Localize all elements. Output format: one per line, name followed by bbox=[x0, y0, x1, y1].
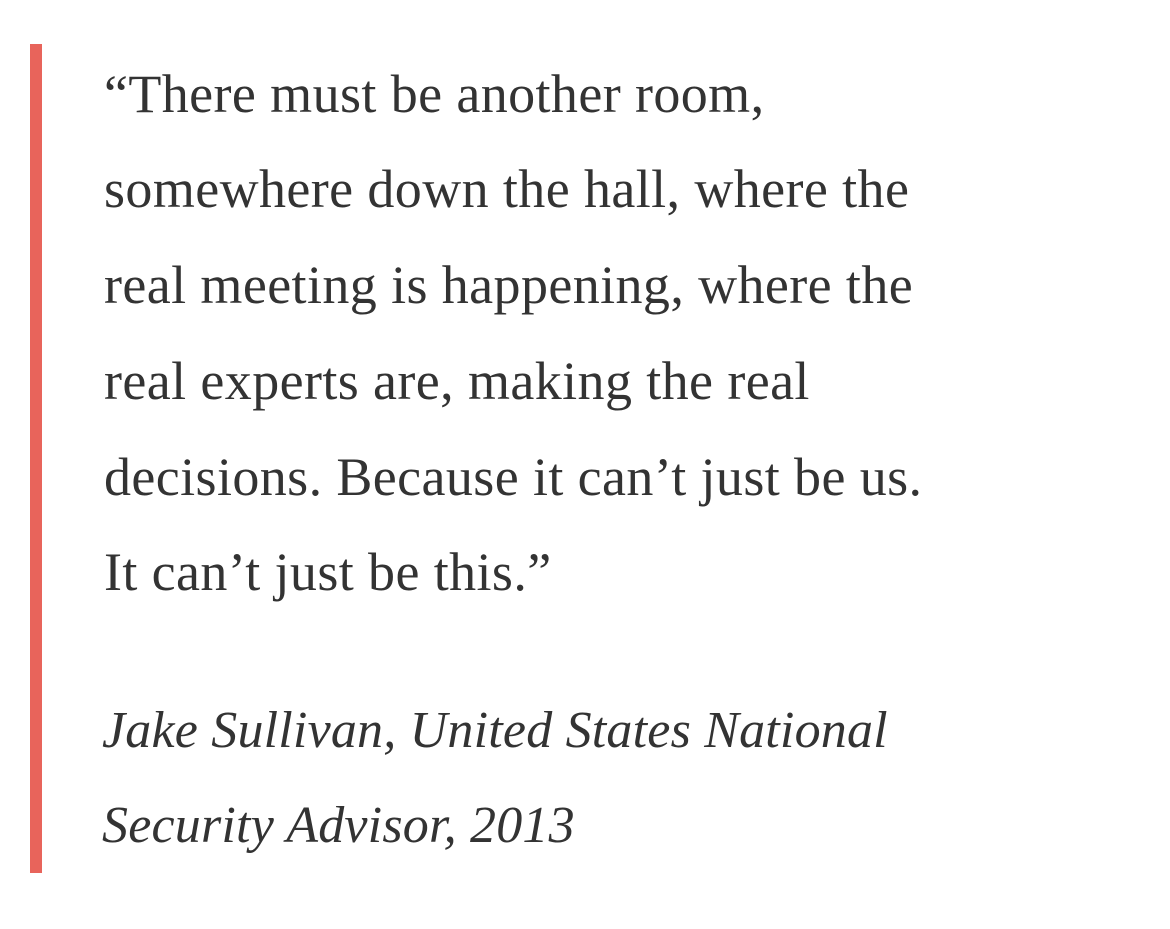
quote-line-2: somewhere down the hall, where the bbox=[104, 159, 910, 219]
attribution-line-2: Security Advisor, 2013 bbox=[102, 797, 575, 854]
attribution-line-1: Jake Sullivan, United States National bbox=[102, 702, 888, 759]
quote-line-6: It can’t just be this.” bbox=[104, 542, 552, 602]
blockquote: “There must be another room, somewhere d… bbox=[30, 44, 1110, 873]
quote-line-5: decisions. Because it can’t just be us. bbox=[104, 447, 923, 507]
quote-line-1: “There must be another room, bbox=[104, 64, 765, 124]
quote-line-4: real experts are, making the real bbox=[104, 351, 810, 411]
quote-line-3: real meeting is happening, where the bbox=[104, 255, 914, 315]
